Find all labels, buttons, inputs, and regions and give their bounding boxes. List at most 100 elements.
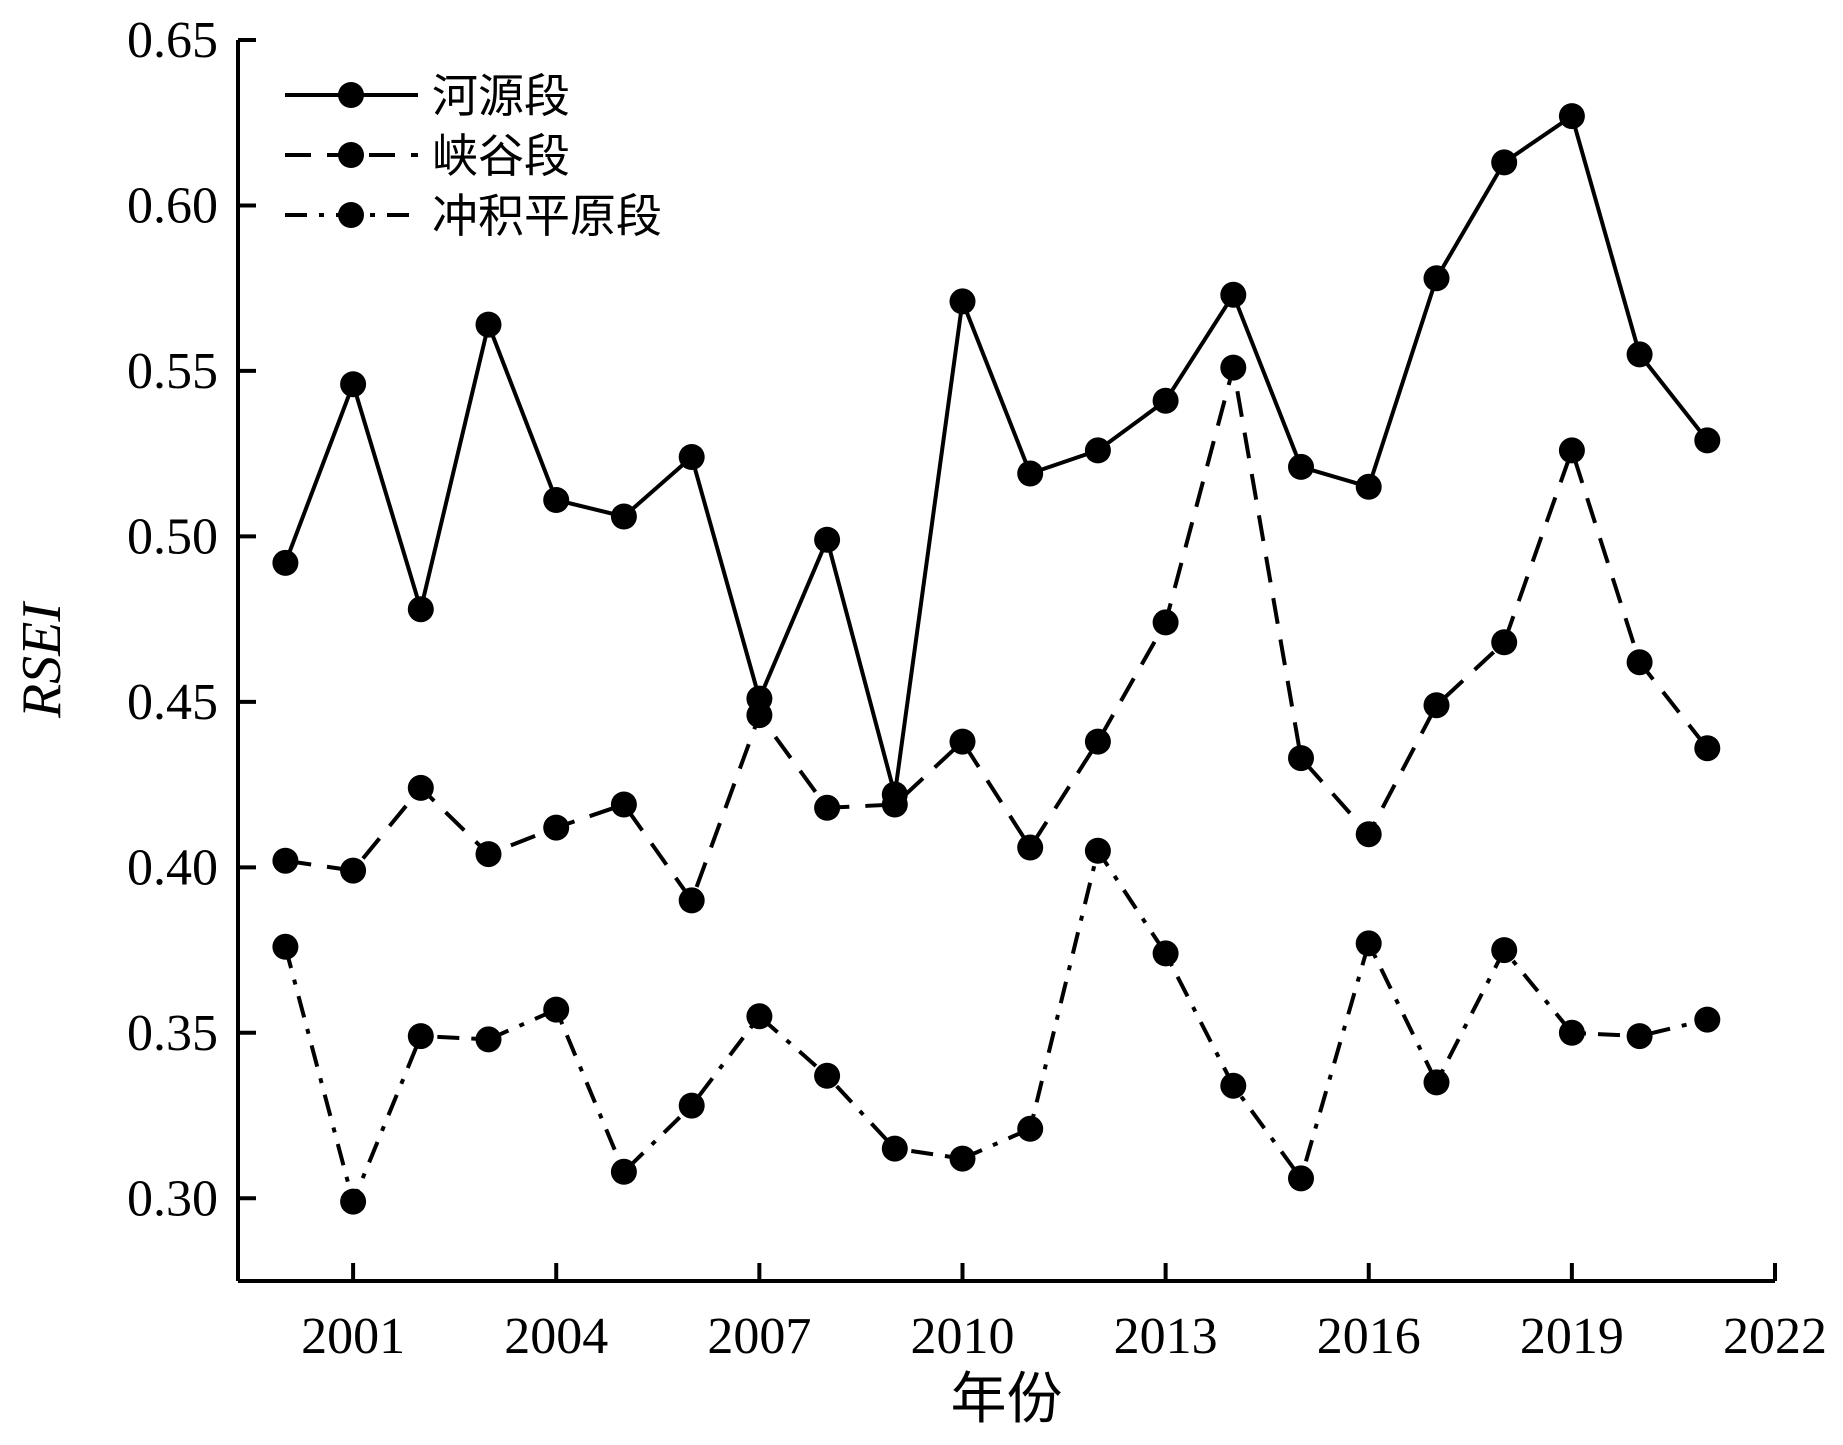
y-tick-label: 0.35 bbox=[127, 1005, 218, 1062]
series-3 bbox=[272, 837, 1721, 1215]
data-point bbox=[1694, 735, 1721, 762]
data-point bbox=[407, 596, 434, 623]
data-point bbox=[1152, 387, 1179, 414]
data-point bbox=[610, 1158, 637, 1185]
data-point bbox=[340, 857, 367, 884]
y-tick-label: 0.40 bbox=[127, 839, 218, 896]
data-point bbox=[610, 791, 637, 818]
data-point bbox=[1423, 265, 1450, 292]
data-point bbox=[1017, 1115, 1044, 1142]
x-tick-label: 2022 bbox=[1723, 1308, 1827, 1365]
data-point bbox=[272, 933, 299, 960]
data-point bbox=[272, 549, 299, 576]
data-point bbox=[814, 526, 841, 553]
x-tick-label: 2013 bbox=[1114, 1308, 1218, 1365]
data-point bbox=[1152, 940, 1179, 967]
data-point bbox=[1220, 354, 1247, 381]
series-line bbox=[283, 114, 1709, 797]
data-point bbox=[1152, 609, 1179, 636]
data-point bbox=[1288, 1165, 1314, 1192]
data-point bbox=[814, 1062, 841, 1089]
x-tick-label: 2010 bbox=[910, 1308, 1014, 1365]
data-point bbox=[1694, 1006, 1721, 1033]
legend-marker bbox=[338, 82, 364, 108]
y-tick-label: 0.50 bbox=[127, 508, 218, 565]
y-tick-label: 0.65 bbox=[127, 12, 218, 69]
data-point bbox=[1558, 103, 1585, 130]
data-point bbox=[1626, 649, 1653, 676]
data-point bbox=[746, 702, 773, 729]
legend-marker bbox=[338, 202, 364, 228]
data-point bbox=[678, 1092, 705, 1119]
legend-entry: 冲积平原段 bbox=[285, 189, 662, 243]
y-tick-label: 0.55 bbox=[127, 343, 218, 400]
y-tick-label: 0.60 bbox=[127, 177, 218, 234]
axes: 0.30 0.35 0.40 0.45 0.50 0.55 0.60 0.65 2001 2004… bbox=[127, 12, 1827, 1365]
data-point bbox=[543, 814, 570, 841]
y-tick-label: 0.45 bbox=[127, 674, 218, 731]
data-point bbox=[1626, 341, 1653, 368]
data-point bbox=[949, 1145, 976, 1172]
legend-label: 河源段 bbox=[432, 69, 570, 123]
data-point bbox=[746, 1003, 773, 1030]
data-point bbox=[272, 847, 299, 874]
series-2 bbox=[272, 354, 1721, 914]
series-layer bbox=[272, 103, 1721, 1215]
x-tick-label: 2019 bbox=[1520, 1308, 1624, 1365]
data-point bbox=[475, 311, 502, 338]
data-point bbox=[1355, 930, 1382, 957]
series-line bbox=[285, 365, 1709, 903]
data-point bbox=[1694, 427, 1721, 454]
data-point bbox=[1084, 437, 1111, 464]
x-tick-label: 2001 bbox=[301, 1308, 405, 1365]
data-point bbox=[1355, 821, 1382, 848]
data-point bbox=[407, 1023, 434, 1050]
data-point bbox=[1423, 692, 1450, 719]
data-point bbox=[340, 1188, 367, 1215]
data-point bbox=[1288, 453, 1314, 480]
data-point bbox=[1288, 745, 1314, 772]
data-point bbox=[1626, 1023, 1653, 1050]
y-axis-title: RSEI bbox=[11, 601, 73, 719]
legend-entry: 峡谷段 bbox=[285, 129, 570, 183]
data-point bbox=[881, 1135, 908, 1162]
data-point bbox=[475, 841, 502, 868]
data-point bbox=[1220, 281, 1247, 308]
data-point bbox=[407, 774, 434, 801]
data-point bbox=[1220, 1072, 1247, 1099]
series-line bbox=[283, 848, 1708, 1204]
data-point bbox=[1491, 937, 1518, 964]
data-point bbox=[1355, 473, 1382, 500]
x-axis-title: 年份 bbox=[951, 1367, 1063, 1432]
data-point bbox=[543, 487, 570, 513]
x-tick-label: 2007 bbox=[707, 1308, 811, 1365]
data-point bbox=[543, 996, 570, 1023]
y-tick-label: 0.30 bbox=[127, 1170, 218, 1227]
data-point bbox=[678, 444, 705, 470]
data-point bbox=[475, 1026, 502, 1053]
data-point bbox=[1491, 149, 1518, 176]
legend-label: 峡谷段 bbox=[432, 129, 570, 183]
data-point bbox=[1491, 629, 1518, 656]
legend-label: 冲积平原段 bbox=[432, 189, 662, 243]
data-point bbox=[1084, 837, 1111, 864]
data-point bbox=[1558, 1019, 1585, 1046]
data-point bbox=[1423, 1069, 1450, 1096]
legend-marker bbox=[338, 142, 364, 168]
data-point bbox=[678, 887, 705, 914]
data-point bbox=[949, 288, 976, 315]
legend-entry: 河源段 bbox=[285, 69, 570, 123]
x-tick-label: 2016 bbox=[1317, 1308, 1421, 1365]
data-point bbox=[340, 371, 367, 398]
data-point bbox=[814, 794, 841, 821]
data-point bbox=[1017, 834, 1044, 861]
data-point bbox=[881, 791, 908, 818]
data-point bbox=[1084, 728, 1111, 755]
data-point bbox=[610, 503, 637, 530]
data-point bbox=[1558, 437, 1585, 464]
data-point bbox=[949, 728, 976, 755]
data-point bbox=[1017, 460, 1044, 487]
x-tick-label: 2004 bbox=[504, 1308, 608, 1365]
